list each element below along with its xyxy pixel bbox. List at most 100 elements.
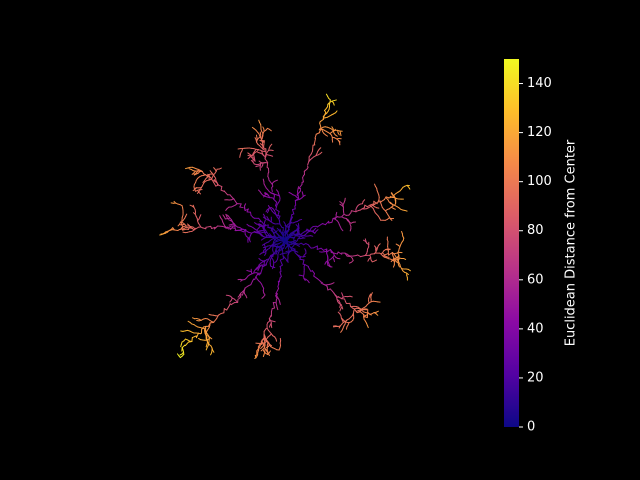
cluster-segment (299, 231, 305, 236)
cluster-segment (220, 186, 223, 191)
cluster-segment (252, 158, 256, 162)
cluster-segment (303, 168, 308, 172)
cluster-segment (213, 179, 216, 183)
cluster-segment (259, 143, 263, 146)
cluster-segment (283, 221, 286, 225)
cluster-segment (246, 269, 250, 272)
cluster-segment (191, 335, 197, 339)
cluster-segment (312, 231, 316, 234)
cluster-segment (208, 313, 212, 316)
cluster-segment (275, 338, 278, 342)
cluster-segment (213, 318, 218, 323)
cluster-segment (261, 296, 265, 299)
cluster-segment (266, 210, 270, 214)
cluster-segment (250, 211, 252, 216)
cluster-segment (266, 162, 269, 168)
colorbar-tick-label: 20 (527, 370, 544, 385)
cluster-segment (260, 348, 264, 352)
cluster-segment (205, 347, 208, 351)
cluster-segment (262, 353, 265, 358)
cluster-segment (266, 216, 269, 220)
cluster-segment (404, 209, 408, 212)
cluster-segment (269, 343, 273, 347)
cluster-segment (302, 177, 304, 183)
cluster-segment (333, 258, 335, 263)
cluster-segment (268, 179, 273, 185)
cluster-segment (247, 152, 251, 155)
cluster-segment (392, 207, 396, 210)
cluster-segment (205, 344, 208, 348)
cluster-segment (275, 295, 278, 300)
cluster-segment (301, 191, 304, 195)
cluster-segment (228, 219, 232, 222)
cluster-segment (238, 296, 242, 300)
cluster-segment (279, 258, 285, 261)
cluster-segment (366, 204, 371, 208)
cluster-segment (288, 221, 293, 224)
cluster-segment (240, 279, 244, 282)
cluster-segment (268, 315, 272, 320)
cluster-segment (357, 254, 362, 258)
cluster-segment (272, 320, 276, 323)
cluster-segment (408, 186, 411, 190)
cluster-segment (213, 181, 217, 187)
cluster-segment (360, 254, 366, 258)
cluster-segment (302, 194, 306, 197)
cluster-segment (279, 253, 283, 256)
cluster-segment (271, 187, 273, 193)
cluster-segment (255, 273, 259, 278)
cluster-segment (205, 225, 212, 228)
cluster-segment (264, 192, 268, 195)
cluster-segment (331, 282, 335, 285)
cluster-segment (344, 252, 348, 257)
cluster-segment (294, 198, 300, 202)
cluster-segment (386, 256, 390, 258)
cluster-segment (314, 133, 317, 139)
cluster-segment (199, 214, 202, 218)
cluster-segment (188, 341, 193, 343)
cluster-segment (189, 204, 193, 207)
cluster-segment (276, 189, 279, 193)
cluster-segment (269, 233, 272, 236)
cluster-segment (272, 249, 274, 253)
cluster-segment (390, 259, 394, 263)
cluster-segment (313, 227, 317, 231)
cluster-segment (332, 217, 337, 219)
cluster-segment (246, 223, 250, 227)
cluster-segment (258, 160, 262, 163)
cluster-segment (339, 132, 342, 137)
cluster-segment (194, 187, 198, 189)
cluster-segment (341, 318, 345, 322)
cluster-segment (261, 164, 264, 168)
cluster-segment (401, 230, 403, 235)
cluster-segment (262, 178, 265, 182)
cluster-segment (239, 203, 242, 208)
cluster-segment (297, 186, 300, 190)
cluster-segment (370, 292, 373, 296)
cluster-segment (257, 268, 260, 272)
cluster-segment (397, 264, 400, 268)
cluster-segment (192, 204, 195, 208)
cluster-segment (324, 220, 330, 226)
colorbar-tick-label: 100 (527, 174, 552, 189)
cluster-segment (364, 238, 367, 242)
cluster-segment (263, 259, 266, 264)
cluster-segment (273, 198, 278, 203)
cluster-segment (279, 301, 281, 305)
cluster-segment (258, 257, 262, 261)
cluster-segment (173, 200, 177, 204)
cluster-segment (270, 192, 275, 195)
cluster-segment (180, 343, 182, 348)
cluster-segment (289, 218, 292, 223)
cluster-segment (307, 280, 310, 284)
cluster-segment (337, 132, 340, 136)
cluster-segment (275, 245, 278, 250)
cluster-segment (324, 261, 327, 265)
cluster-segment (328, 264, 332, 268)
cluster-segment (304, 248, 307, 252)
cluster-segment (179, 227, 183, 231)
cluster-segment (375, 313, 379, 316)
cluster-segment (349, 295, 353, 298)
cluster-segment (338, 325, 341, 329)
cluster-segment (341, 292, 344, 296)
